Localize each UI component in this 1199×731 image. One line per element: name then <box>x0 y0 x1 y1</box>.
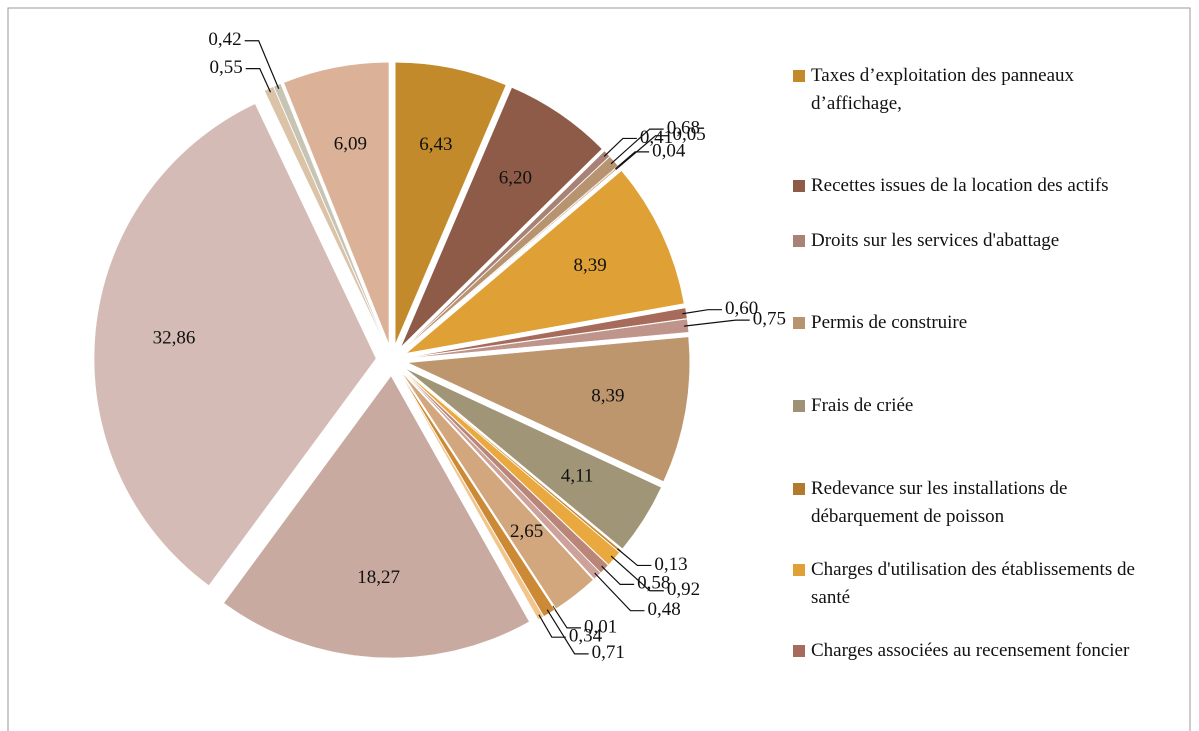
legend-item: Charges d'utilisation des établissements… <box>793 556 1161 612</box>
leader-line <box>552 605 582 629</box>
legend-label: Recettes issues de la location des actif… <box>811 175 1109 196</box>
data-label: 4,11 <box>561 465 594 486</box>
legend-swatch <box>793 317 805 329</box>
legend-swatch <box>793 400 805 412</box>
data-label: 32,86 <box>153 327 196 348</box>
legend-swatch <box>793 235 805 247</box>
data-label: 18,27 <box>357 567 400 588</box>
leader-line <box>546 609 589 655</box>
data-label: 0,04 <box>652 140 686 161</box>
legend-swatch <box>793 645 805 657</box>
leader-line <box>601 565 635 585</box>
data-label: 6,20 <box>499 167 532 188</box>
leader-line <box>683 319 750 327</box>
leader-line <box>615 135 670 170</box>
pie-slice <box>401 372 594 610</box>
pie-slice <box>93 103 377 586</box>
pie-slice <box>394 62 507 345</box>
legend-label: Frais de criée <box>811 395 914 416</box>
data-label: 0,68 <box>667 117 700 138</box>
legend-item: Frais de criée <box>793 392 1161 420</box>
data-label: 0,05 <box>672 124 705 145</box>
leader-line <box>682 309 723 315</box>
pie-slice <box>406 336 691 482</box>
data-label: 0,60 <box>725 298 758 319</box>
leader-line <box>538 614 566 638</box>
data-label: 0,58 <box>637 573 670 594</box>
data-label: 0,48 <box>647 599 680 620</box>
leader-line <box>610 555 664 592</box>
pie-slice <box>283 62 390 345</box>
legend-item: Redevance sur les installations de débar… <box>793 475 1161 531</box>
legend-item: Droits sur les services d'abattage <box>793 227 1161 255</box>
legend-swatch <box>793 70 805 82</box>
legend-label: Redevance sur les installations de débar… <box>811 478 1068 527</box>
data-label: 0,55 <box>209 57 242 78</box>
leader-line <box>244 40 280 89</box>
legend-label: Charges d'utilisation des établissements… <box>811 559 1135 608</box>
leader-line <box>594 572 645 612</box>
legend-item: Permis de construire <box>793 309 1161 337</box>
legend-label: Droits sur les services d'abattage <box>811 230 1060 251</box>
data-label: 0,92 <box>667 579 700 600</box>
pie-slice <box>400 87 603 347</box>
data-label: 2,65 <box>510 521 543 542</box>
legend-item: Recettes issues de la location des actif… <box>793 172 1161 200</box>
data-label: 8,39 <box>591 386 624 407</box>
data-label: 0,01 <box>584 616 617 637</box>
legend-item: Charges associées au recensement foncier <box>793 637 1161 665</box>
data-label: 0,71 <box>592 642 625 663</box>
legend-label: Taxes d’exploitation des panneaux d’affi… <box>811 65 1075 114</box>
leader-line <box>245 68 272 93</box>
legend-swatch <box>793 180 805 192</box>
data-label: 6,09 <box>334 133 367 154</box>
leader-line <box>603 137 637 157</box>
chart-frame <box>7 7 1191 731</box>
pie-slice <box>223 375 530 659</box>
leader-line <box>610 128 664 165</box>
legend-label: Charges associées au recensement foncier <box>811 640 1130 661</box>
legend-swatch <box>793 564 805 576</box>
data-label: 8,39 <box>574 255 607 276</box>
legend-swatch <box>793 483 805 495</box>
data-label: 0,34 <box>569 626 603 647</box>
pie-slice <box>405 368 662 550</box>
leader-line <box>614 151 650 170</box>
data-label: 0,75 <box>753 308 786 329</box>
data-label: 6,43 <box>419 134 452 155</box>
data-label: 0,42 <box>208 29 241 50</box>
data-label: 0,13 <box>654 554 687 575</box>
legend-label: Permis de construire <box>811 312 968 333</box>
pie-slice <box>405 170 685 354</box>
legend-item: Taxes d’exploitation des panneaux d’affi… <box>793 62 1161 118</box>
leader-line <box>617 548 652 567</box>
